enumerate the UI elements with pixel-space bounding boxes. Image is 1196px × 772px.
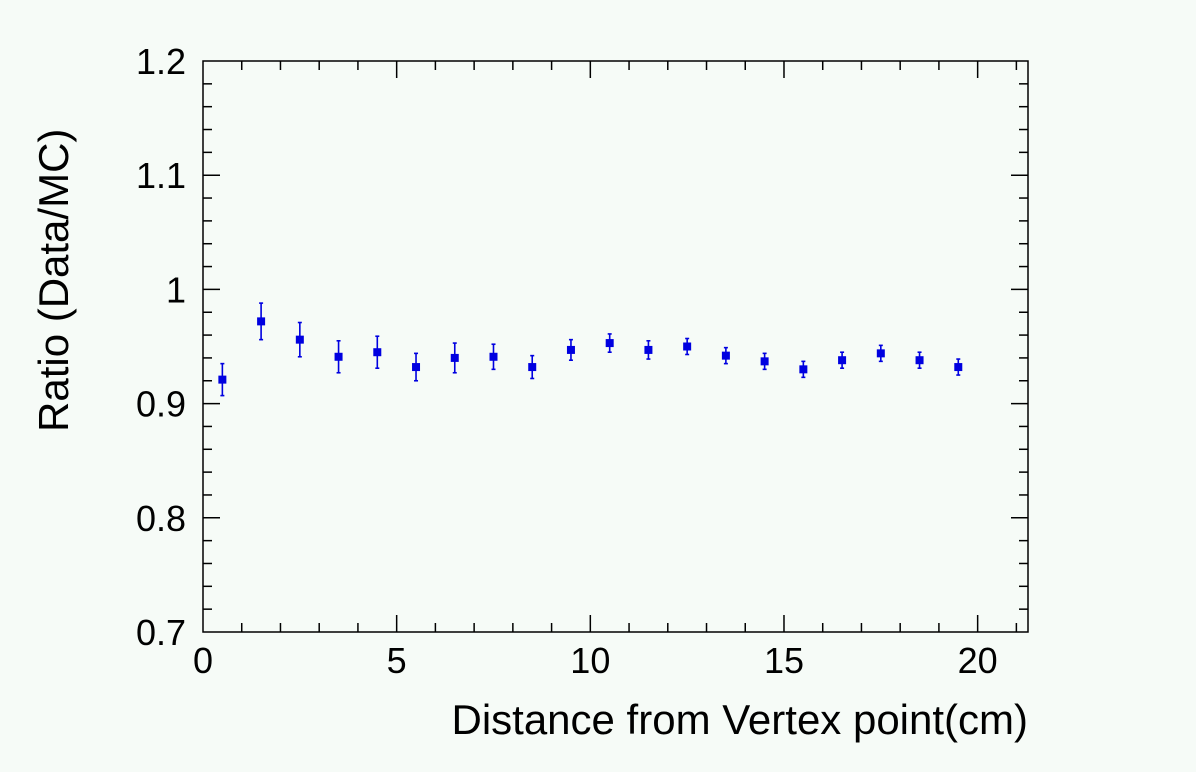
y-tick-label: 1.1	[136, 155, 186, 196]
data-point	[412, 363, 421, 372]
data-point	[954, 363, 963, 372]
plot-frame	[202, 60, 1029, 633]
x-tick-label: 0	[193, 640, 213, 681]
x-axis-title: Distance from Vertex point(cm)	[451, 696, 1028, 743]
data-point	[760, 357, 769, 366]
data-point	[683, 342, 692, 351]
y-tick-label: 0.7	[136, 612, 186, 653]
data-point	[915, 356, 924, 365]
y-tick-label: 0.8	[136, 498, 186, 539]
data-point	[528, 363, 537, 372]
data-point	[218, 375, 227, 384]
ticks	[203, 61, 1028, 632]
tick-labels: 0 5 10 15 20 0.7 0.8 0.9 1 1.1 1.2	[136, 41, 998, 681]
error-bars	[220, 302, 961, 397]
y-tick-label: 1	[166, 269, 186, 310]
data-point	[605, 339, 614, 348]
data-point	[566, 345, 575, 354]
y-axis-title: Ratio (Data/MC)	[30, 129, 77, 432]
data-point	[295, 335, 304, 344]
y-tick-label: 0.9	[136, 384, 186, 425]
data-point	[257, 317, 266, 326]
x-tick-label: 5	[387, 640, 407, 681]
data-point	[489, 352, 498, 361]
x-tick-label: 10	[570, 640, 610, 681]
y-tick-label: 1.2	[136, 41, 186, 82]
x-tick-label: 20	[958, 640, 998, 681]
data-point	[450, 353, 459, 362]
data-point	[876, 349, 885, 358]
data-markers	[218, 317, 963, 384]
x-tick-label: 15	[764, 640, 804, 681]
data-point	[721, 351, 730, 360]
data-point	[799, 365, 808, 374]
data-point	[644, 345, 653, 354]
data-point	[373, 348, 382, 357]
data-point	[838, 356, 847, 365]
data-point	[334, 352, 343, 361]
